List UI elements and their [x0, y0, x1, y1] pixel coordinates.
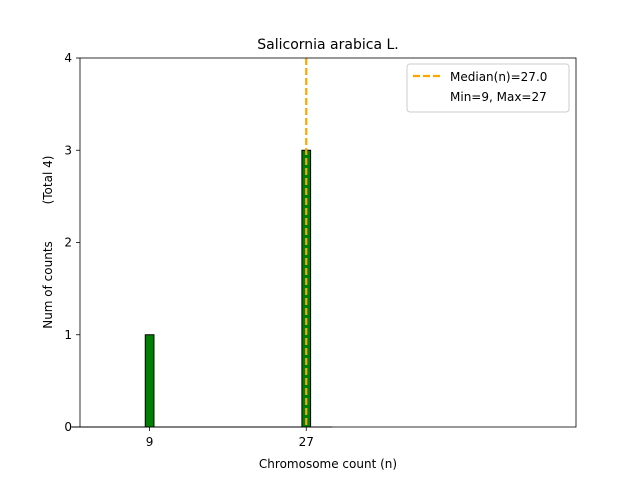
legend-median-label: Median(n)=27.0	[450, 70, 547, 84]
x-axis: 9 27	[146, 427, 314, 449]
y-tick-label-1: 1	[64, 328, 72, 342]
plot-area	[71, 57, 577, 428]
y-tick-label-4: 4	[64, 51, 72, 65]
y-axis: 0 1 2 3 4	[64, 51, 80, 434]
legend-range-label: Min=9, Max=27	[450, 90, 547, 104]
bar-0	[144, 334, 155, 428]
y-tick-label-0: 0	[64, 420, 72, 434]
x-axis-label: Chromosome count (n)	[259, 457, 397, 471]
plot-frame	[80, 58, 576, 427]
y-tick-label-2: 2	[64, 236, 72, 250]
y-tick-label-3: 3	[64, 143, 72, 157]
y-axis-label: Num of counts	[41, 241, 55, 329]
x-tick-label-1: 27	[299, 435, 314, 449]
x-tick-label-0: 9	[146, 435, 154, 449]
legend-box	[406, 63, 570, 113]
legend: Median(n)=27.0 Min=9, Max=27	[406, 63, 570, 113]
y-axis-total-label: (Total 4)	[41, 156, 55, 205]
chart-title: Salicornia arabica L.	[257, 37, 398, 53]
